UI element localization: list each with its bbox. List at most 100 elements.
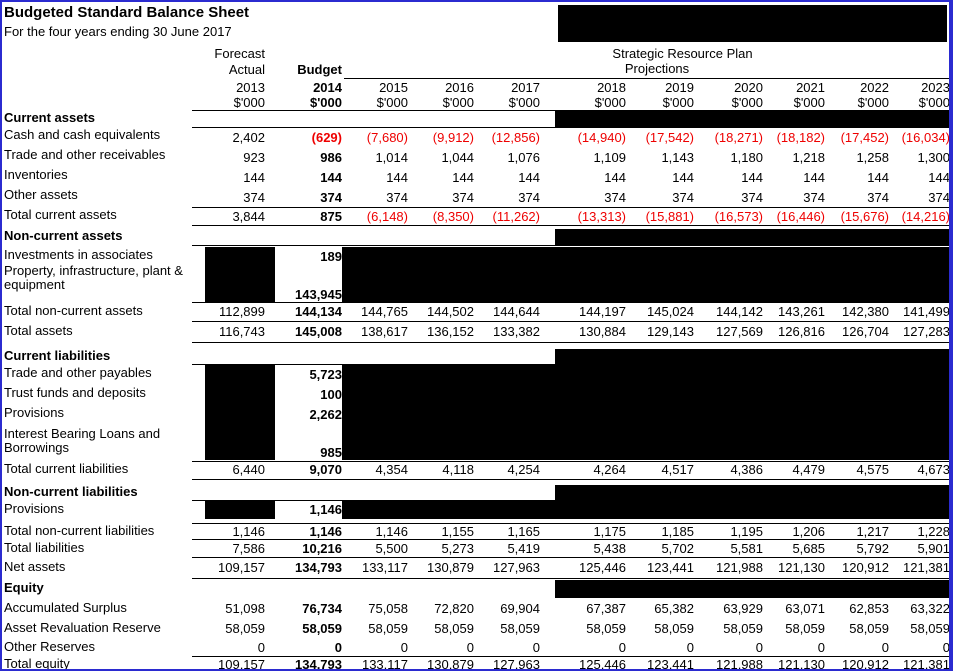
redaction-block (205, 365, 275, 460)
year-column-header: 2021 (796, 79, 825, 95)
rule-line (192, 302, 949, 303)
value-cell: 4,264 (593, 462, 626, 477)
value-cell: 69,904 (500, 601, 540, 616)
value-cell: (15,881) (645, 208, 694, 224)
value-cell: 58,059 (910, 621, 950, 636)
row-label: Total non-current liabilities (4, 523, 155, 538)
value-cell: 58,059 (368, 621, 408, 636)
redaction-block (555, 111, 949, 127)
row-label: Total equity (4, 656, 70, 671)
unit-column-header: $'000 (662, 94, 694, 110)
value-cell: 1,146 (232, 523, 265, 539)
value-cell: 0 (334, 639, 342, 655)
value-cell: 144 (803, 170, 825, 185)
value-cell: 374 (604, 189, 626, 205)
table-row: Total current liabilities 6,440 9,070 4,354… (2, 461, 949, 478)
table-row: Net assets 109,157 134,793 133,117 130,879 12… (2, 560, 949, 576)
rule-line (192, 500, 949, 501)
value-cell: 144 (928, 170, 950, 185)
value-cell: 123,441 (647, 560, 694, 575)
year-column-header: 2015 (379, 79, 408, 95)
row-label: Total current assets (4, 207, 117, 222)
value-cell: 5,792 (856, 540, 889, 556)
value-cell: 133,117 (361, 560, 408, 575)
value-cell: 1,218 (792, 150, 825, 165)
value-cell: 144 (741, 170, 763, 185)
value-cell: (15,676) (840, 208, 889, 224)
unit-column-header: $'000 (793, 94, 825, 110)
value-cell: 875 (320, 208, 342, 224)
value-cell: 136,152 (427, 324, 474, 339)
unit-column-header: $'000 (918, 94, 950, 110)
value-cell: 1,185 (661, 523, 694, 539)
value-cell: (12,856) (491, 130, 540, 145)
year-column-header: 2014 (313, 79, 342, 95)
value-cell: 0 (532, 639, 540, 655)
value-cell: 7,586 (232, 540, 265, 556)
value-cell: 1,258 (856, 150, 889, 165)
value-cell: 130,879 (427, 656, 474, 671)
value-cell: 1,109 (593, 150, 626, 165)
value-cell: 143,261 (778, 304, 825, 319)
table-row: Total non-current assets 112,899 144,134 14… (2, 304, 949, 320)
unit-column-header: $'000 (309, 94, 342, 110)
value-cell: 127,569 (716, 324, 763, 339)
table-row: Cash and cash equivalents 2,402 (629) (7,68… (2, 128, 950, 148)
table-row: Total liabilities 7,586 10,216 5,500 5,273 5,… (2, 540, 949, 556)
value-cell: 189 (320, 248, 342, 264)
value-cell: 143,945 (295, 287, 342, 302)
value-cell: 0 (618, 639, 626, 655)
section-heading-row: Current assets (2, 111, 949, 127)
value-cell: 5,685 (792, 540, 825, 556)
srp-header: Strategic Resource Plan (612, 46, 753, 61)
value-cell: 10,216 (302, 540, 342, 556)
value-cell: 121,988 (716, 560, 763, 575)
value-cell: 1,155 (441, 523, 474, 539)
value-cell: 121,130 (778, 560, 825, 575)
year-column-header: 2020 (734, 79, 763, 95)
value-cell: 144 (867, 170, 889, 185)
section-heading: Current liabilities (4, 348, 111, 363)
value-cell: 1,228 (917, 523, 950, 539)
value-cell: (16,034) (901, 130, 950, 145)
row-label: Total current liabilities (4, 461, 129, 476)
section-heading: Equity (4, 580, 44, 595)
header-row-years: 2013 2014 2015 2016 2017 2018 2019 2020 2021 2022… (2, 79, 949, 95)
value-cell: 4,118 (442, 462, 474, 477)
value-cell: 120,912 (842, 560, 889, 575)
value-cell: 5,723 (309, 367, 342, 382)
value-cell: 51,098 (225, 601, 265, 616)
redaction-block (555, 580, 949, 598)
value-cell: 134,793 (295, 560, 342, 575)
row-label: Provisions (4, 501, 64, 516)
row-label: Investments in associates (4, 247, 153, 262)
value-cell: 58,059 (302, 621, 342, 636)
row-label: Total liabilities (4, 540, 85, 555)
value-cell: (17,452) (840, 130, 889, 145)
value-cell: 126,704 (842, 324, 889, 339)
unit-column-header: $'000 (233, 94, 265, 110)
section-heading: Non-current assets (4, 228, 123, 243)
redaction-block (342, 365, 949, 460)
value-cell: 9,070 (309, 462, 342, 477)
value-cell: 2,402 (232, 130, 265, 145)
value-cell: 374 (803, 189, 825, 205)
rule-line (192, 127, 949, 128)
value-cell: 4,575 (856, 462, 889, 477)
value-cell: 144,134 (295, 304, 342, 319)
value-cell: 374 (243, 189, 265, 205)
row-label: Trade and other payables (4, 365, 152, 380)
value-cell: (17,542) (645, 130, 694, 145)
value-cell: 2,262 (309, 407, 342, 422)
table-row: Interest Bearing Loans and Borrowings 985 (2, 424, 949, 460)
value-cell: (16,446) (776, 208, 825, 224)
table-row: Total equity 109,157 134,793 133,117 130,879… (2, 656, 949, 671)
value-cell: 1,076 (507, 150, 540, 165)
value-cell: 58,059 (434, 621, 474, 636)
value-cell: (14,940) (577, 130, 626, 145)
value-cell: 374 (320, 189, 342, 205)
rule-line (192, 225, 949, 226)
value-cell: 144 (243, 170, 265, 185)
value-cell: 121,130 (778, 656, 825, 671)
